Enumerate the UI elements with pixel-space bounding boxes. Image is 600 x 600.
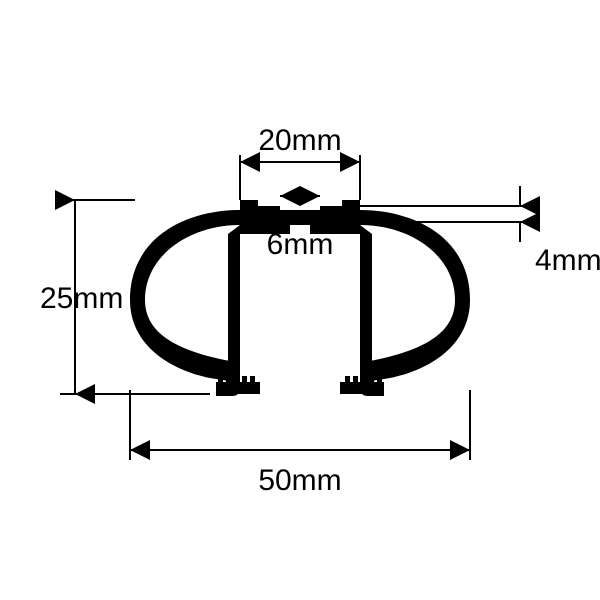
- dim-lip-label: 4mm: [535, 244, 600, 277]
- profile-diagram: 50mm 25mm 20mm 6mm 4mm: [0, 0, 600, 600]
- dim-gap-label: 6mm: [267, 228, 334, 261]
- dim-height-label: 25mm: [40, 282, 123, 315]
- ribbed-feet: [216, 376, 384, 394]
- dim-slot-20mm: [240, 155, 360, 200]
- dim-width-label: 50mm: [258, 464, 341, 497]
- dim-slot-label: 20mm: [258, 124, 341, 157]
- dim-width-50mm: [130, 390, 470, 460]
